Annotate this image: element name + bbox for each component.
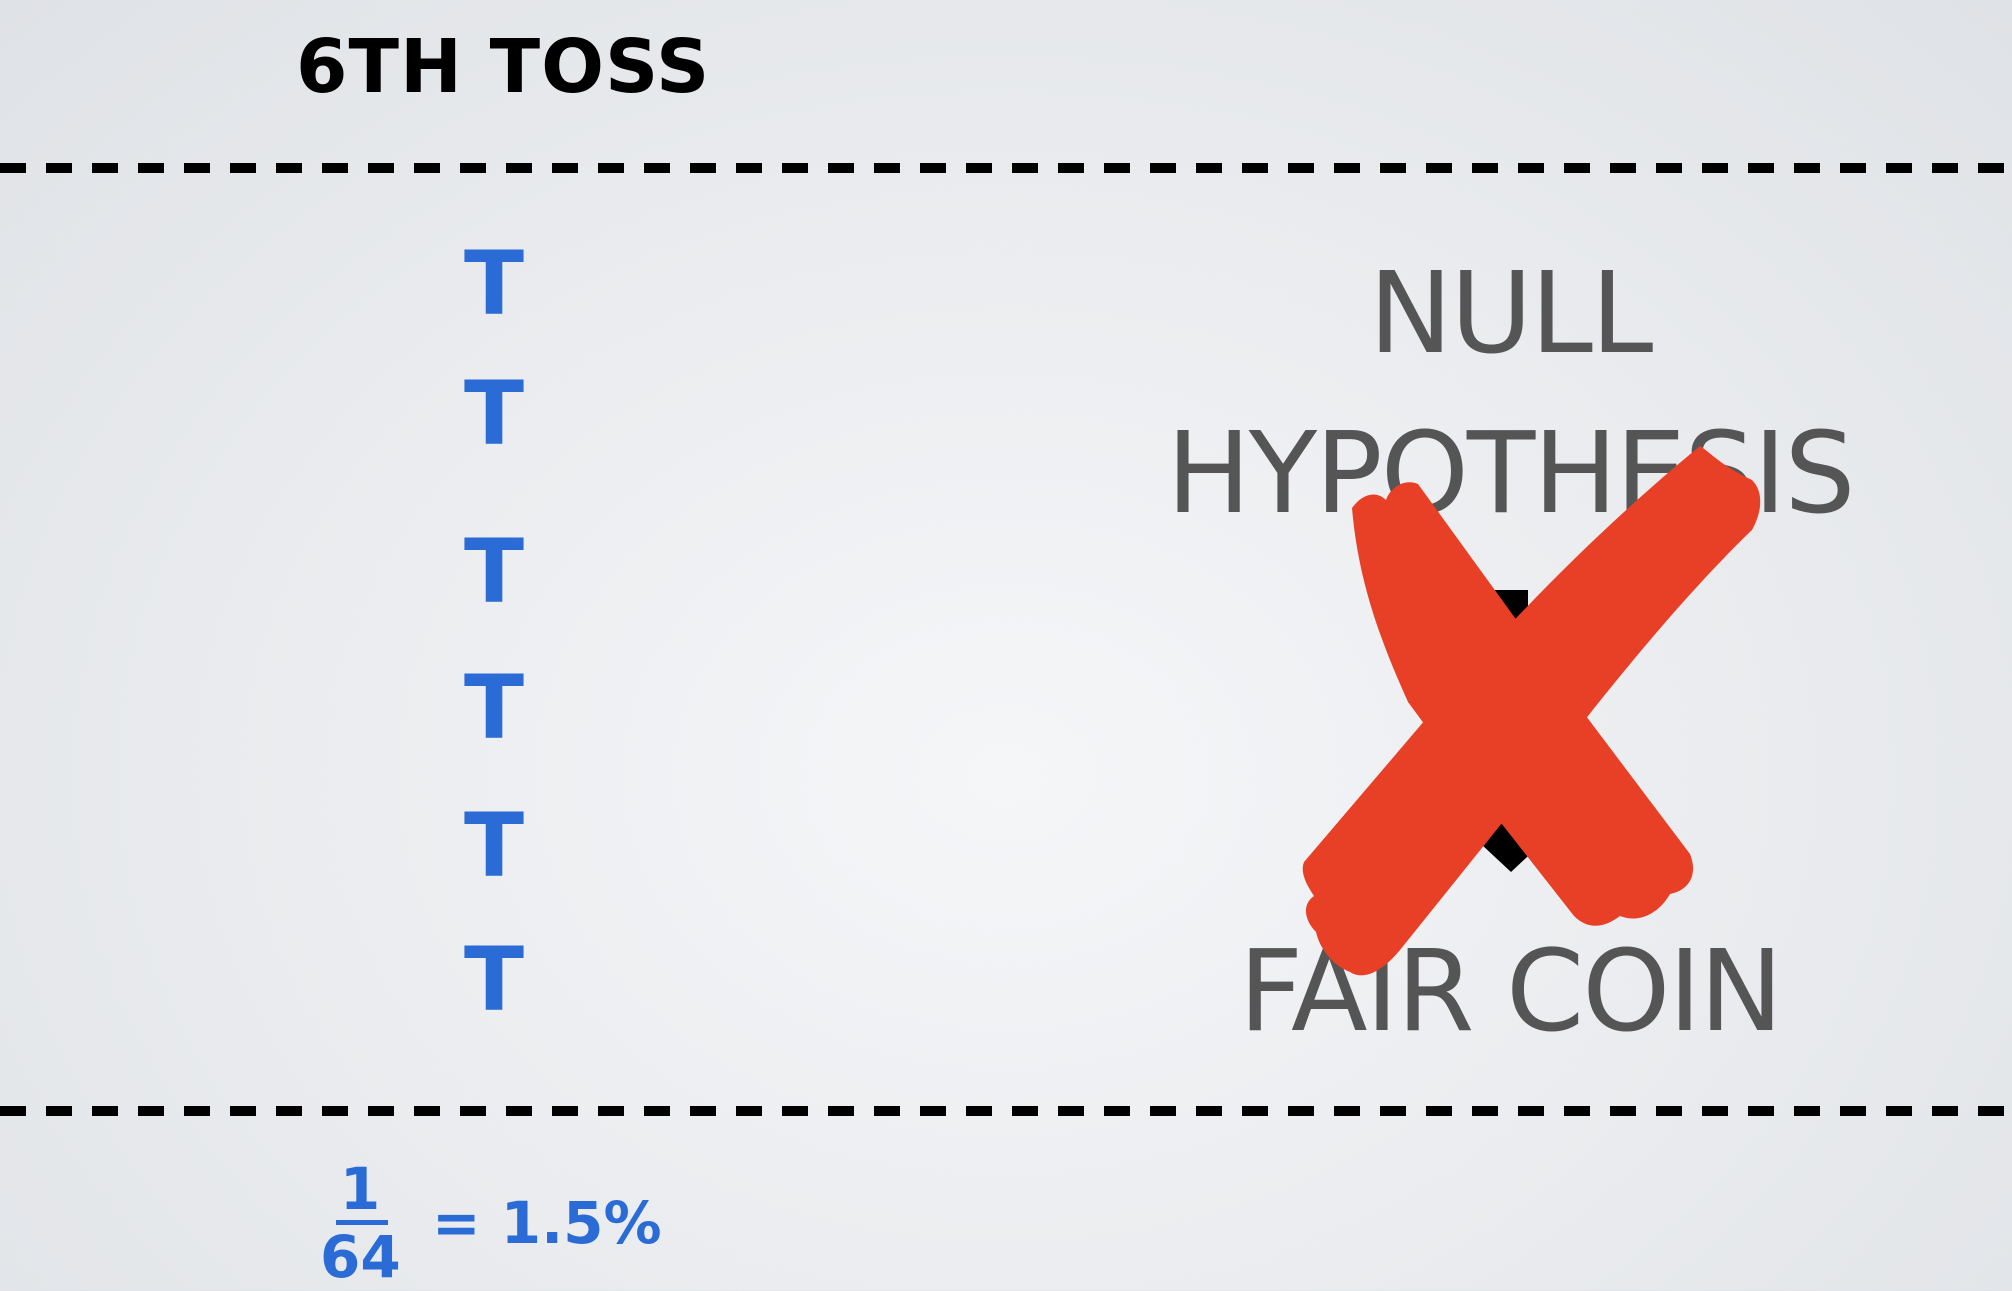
- toss-result: T: [463, 520, 525, 623]
- fraction-numerator: 1: [339, 1155, 381, 1223]
- fraction-denominator: 64: [320, 1223, 401, 1291]
- toss-result: T: [463, 794, 525, 897]
- toss-result: T: [463, 362, 525, 465]
- toss-result: T: [463, 232, 525, 335]
- toss-result: T: [463, 656, 525, 759]
- probability-result: = 1.5%: [432, 1189, 662, 1257]
- bottom-dashed-divider: [0, 1106, 2012, 1116]
- toss-result: T: [463, 928, 525, 1031]
- top-dashed-divider: [0, 163, 2012, 173]
- hypothesis-line-null: NULL: [1368, 249, 1654, 379]
- slide-title: 6TH TOSS: [296, 24, 711, 110]
- fraction-bar: [336, 1220, 388, 1225]
